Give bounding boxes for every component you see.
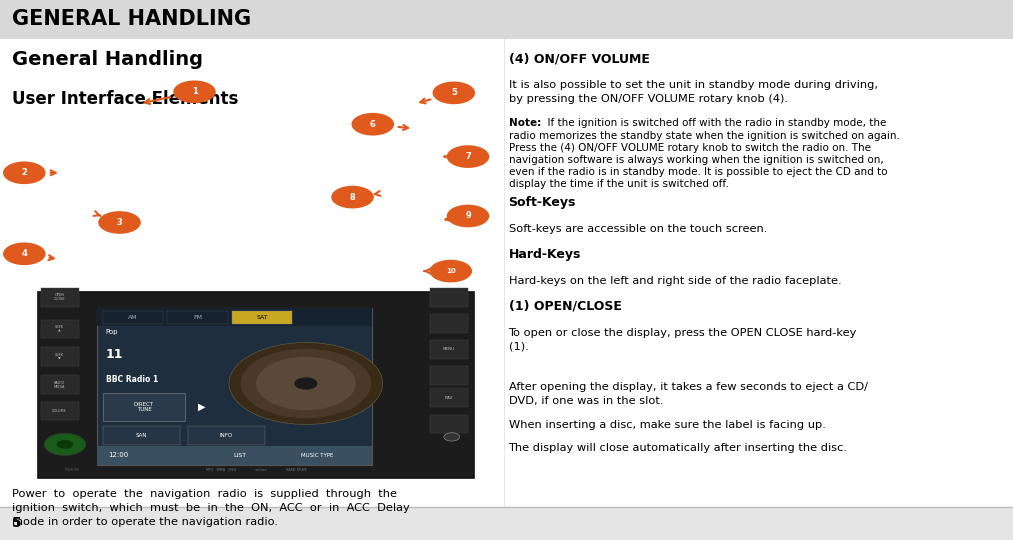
- Bar: [430, 366, 468, 384]
- Circle shape: [240, 349, 371, 418]
- Text: User Interface Elements: User Interface Elements: [12, 90, 238, 108]
- Circle shape: [173, 80, 216, 103]
- Bar: [0, 0, 1013, 39]
- Bar: [102, 310, 163, 324]
- Bar: [97, 308, 372, 465]
- Text: MP3   WMA   JPEG                 sirius¤                 HARD DRIVE: MP3 WMA JPEG sirius¤ HARD DRIVE: [206, 468, 307, 472]
- Text: VOLUME: VOLUME: [53, 409, 67, 413]
- Text: DIRECT
TUNE: DIRECT TUNE: [134, 402, 154, 413]
- Text: (4) ON/OFF VOLUME: (4) ON/OFF VOLUME: [509, 52, 649, 65]
- Bar: [41, 402, 79, 420]
- Text: INFO: INFO: [220, 433, 233, 437]
- Circle shape: [44, 433, 86, 456]
- Text: SEEK
▲: SEEK ▲: [55, 325, 64, 333]
- Text: 11: 11: [105, 348, 123, 361]
- Text: To open or close the display, press the OPEN CLOSE hard-key
(1).: To open or close the display, press the …: [509, 328, 857, 352]
- Text: 9: 9: [465, 212, 471, 220]
- Text: radio memorizes the standby state when the ignition is switched on again.: radio memorizes the standby state when t…: [509, 131, 900, 141]
- Circle shape: [295, 377, 317, 390]
- Text: display the time if the unit is switched off.: display the time if the unit is switched…: [509, 179, 728, 189]
- Circle shape: [256, 357, 356, 410]
- Text: Pop: Pop: [105, 329, 119, 335]
- Circle shape: [352, 113, 394, 136]
- Bar: [232, 310, 292, 324]
- Text: SAT: SAT: [256, 315, 267, 320]
- Text: even if the radio is in standby mode. It is possible to eject the CD and to: even if the radio is in standby mode. It…: [509, 167, 887, 177]
- Bar: [187, 426, 264, 444]
- Text: It is also possible to set the unit in standby mode during driving,
by pressing : It is also possible to set the unit in s…: [509, 80, 877, 104]
- Text: LIST: LIST: [233, 453, 246, 458]
- Bar: [430, 388, 468, 407]
- Circle shape: [430, 260, 472, 282]
- Circle shape: [57, 440, 73, 449]
- Text: Power  to  operate  the  navigation  radio  is  supplied  through  the
ignition : Power to operate the navigation radio is…: [12, 489, 410, 526]
- Text: RADIO
MEDIA: RADIO MEDIA: [54, 381, 65, 389]
- Text: FM: FM: [192, 315, 202, 320]
- Circle shape: [98, 211, 141, 234]
- Circle shape: [3, 161, 46, 184]
- Bar: [41, 348, 79, 366]
- Text: Hard-keys on the left and right side of the radio faceplate.: Hard-keys on the left and right side of …: [509, 276, 841, 286]
- Circle shape: [433, 82, 475, 104]
- Bar: [0, 39, 1013, 507]
- Bar: [41, 375, 79, 394]
- Bar: [430, 340, 468, 359]
- Text: Hard-Keys: Hard-Keys: [509, 248, 580, 261]
- Text: OPEN
CLOSE: OPEN CLOSE: [54, 293, 66, 301]
- Circle shape: [3, 242, 46, 265]
- Text: ▶: ▶: [198, 402, 206, 412]
- Text: (1) OPEN/CLOSE: (1) OPEN/CLOSE: [509, 300, 621, 313]
- Bar: [38, 292, 474, 478]
- Circle shape: [447, 145, 489, 168]
- Text: 2: 2: [21, 168, 27, 177]
- Text: When inserting a disc, make sure the label is facing up.: When inserting a disc, make sure the lab…: [509, 420, 826, 430]
- Text: The display will close automatically after inserting the disc.: The display will close automatically aft…: [509, 443, 848, 454]
- Text: After opening the display, it takes a few seconds to eject a CD/
DVD, if one was: After opening the display, it takes a fe…: [509, 382, 867, 406]
- Bar: [430, 288, 468, 307]
- Text: Note:: Note:: [509, 118, 541, 129]
- Bar: [167, 310, 228, 324]
- Circle shape: [444, 433, 460, 441]
- Text: 4: 4: [21, 249, 27, 258]
- Text: Press the (4) ON/OFF VOLUME rotary knob to switch the radio on. The: Press the (4) ON/OFF VOLUME rotary knob …: [509, 143, 870, 153]
- Circle shape: [447, 205, 489, 227]
- Text: 1: 1: [191, 87, 198, 96]
- Text: Soft-Keys: Soft-Keys: [509, 196, 576, 209]
- Text: SEEK
▼: SEEK ▼: [55, 353, 64, 361]
- Bar: [97, 446, 372, 465]
- Text: AM: AM: [129, 315, 138, 320]
- Text: SAN: SAN: [136, 433, 147, 437]
- Text: navigation software is always working when the ignition is switched on,: navigation software is always working wh…: [509, 155, 883, 165]
- Text: BBC Radio 1: BBC Radio 1: [105, 375, 158, 384]
- Circle shape: [331, 186, 374, 208]
- Text: PUSH ON: PUSH ON: [65, 468, 78, 472]
- Text: General Handling: General Handling: [12, 50, 204, 69]
- Text: MENU: MENU: [443, 347, 455, 352]
- Text: 10: 10: [446, 268, 456, 274]
- Text: MUSIC TYPE: MUSIC TYPE: [301, 453, 333, 458]
- Bar: [0, 507, 1013, 540]
- Bar: [102, 393, 185, 421]
- Bar: [102, 426, 179, 444]
- Text: 3: 3: [116, 218, 123, 227]
- Circle shape: [229, 342, 383, 424]
- Bar: [430, 415, 468, 433]
- Text: 5: 5: [12, 516, 22, 530]
- Text: 8: 8: [349, 193, 356, 201]
- Text: 7: 7: [465, 152, 471, 161]
- Text: If the ignition is switched off with the radio in standby mode, the: If the ignition is switched off with the…: [541, 118, 886, 129]
- Text: GENERAL HANDLING: GENERAL HANDLING: [12, 9, 251, 30]
- Bar: [430, 314, 468, 333]
- Bar: [41, 288, 79, 307]
- Text: NAV: NAV: [445, 396, 454, 400]
- Text: 5: 5: [451, 89, 457, 97]
- Bar: [97, 308, 372, 326]
- Text: 12:00: 12:00: [108, 453, 129, 458]
- Bar: [41, 320, 79, 338]
- Text: 6: 6: [370, 120, 376, 129]
- Text: Soft-keys are accessible on the touch screen.: Soft-keys are accessible on the touch sc…: [509, 224, 767, 234]
